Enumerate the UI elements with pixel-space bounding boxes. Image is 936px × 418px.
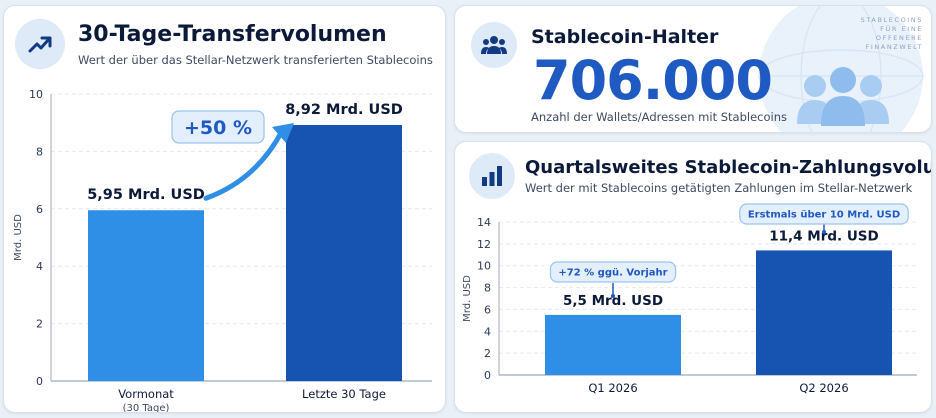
transfer-volume-title: 30-Tage-Transfervolumen — [78, 22, 387, 47]
bar — [756, 250, 892, 375]
x-tick-label: Q1 2026 — [588, 381, 637, 395]
tagline: STABLECOINS FÜR EINE OFFENERE FINANZWELT — [833, 16, 923, 52]
y-tick-label: 0 — [484, 369, 491, 382]
x-tick-sublabel: (30 Tage) — [123, 403, 170, 413]
y-axis-label: Mrd. USD — [13, 214, 24, 261]
y-tick-label: 14 — [477, 216, 491, 229]
y-tick-label: 12 — [477, 238, 491, 251]
tagline-line: OFFENERE — [875, 34, 923, 42]
quarterly-volume-card: Quartalsweites Stablecoin-Zahlungsvolume… — [454, 141, 932, 413]
holders-card: Stablecoin-Halter 706.000 Anzahl der Wal… — [454, 5, 932, 133]
bar — [545, 314, 681, 375]
data-label: 11,4 Mrd. USD — [769, 228, 878, 244]
data-label: 5,95 Mrd. USD — [87, 187, 205, 203]
y-tick-label: 0 — [36, 375, 43, 388]
bar — [88, 210, 204, 381]
growth-callout — [171, 110, 265, 144]
transfer-volume-subtitle: Wert der über das Stellar-Netzwerk trans… — [78, 53, 433, 67]
x-tick-label: Q2 2026 — [799, 381, 848, 395]
y-tick-label: 6 — [36, 203, 43, 216]
tagline-line: STABLECOINS — [860, 16, 923, 24]
y-tick-label: 2 — [36, 318, 43, 331]
quarterly-volume-chart: 0 2 4 6 8 10 12 14 Mrd. USD 5,5 Mrd. USD Q1 2026 11… — [462, 203, 917, 395]
trending-up-icon — [15, 19, 65, 69]
holders-value: 706.000 — [533, 49, 773, 112]
growth-arrow — [203, 128, 285, 201]
data-label: 8,92 Mrd. USD — [285, 102, 403, 118]
growth-arrow-head — [272, 122, 294, 143]
y-tick-label: 10 — [477, 260, 491, 273]
y-tick-label: 2 — [484, 347, 491, 360]
y-axis-label: Mrd. USD — [462, 275, 473, 322]
y-tick-label: 8 — [36, 145, 43, 158]
quarterly-volume-title: Quartalsweites Stablecoin-Zahlungsvolume… — [525, 157, 931, 178]
y-tick-label: 6 — [484, 303, 491, 316]
yoy-callout-text: +72 % ggü. Vorjahr — [558, 268, 667, 279]
milestone-callout — [739, 203, 909, 225]
growth-callout-text: +50 % — [184, 117, 252, 139]
transfer-volume-chart: 0 2 4 6 8 10 Mrd. USD 5,95 Mrd. USD Vormonat (30 … — [13, 88, 432, 413]
x-tick-label: Vormonat — [118, 387, 174, 401]
tagline-line: FÜR EINE — [880, 25, 923, 33]
y-tick-label: 4 — [484, 325, 491, 338]
milestone-callout-text: Erstmals über 10 Mrd. USD — [748, 210, 900, 221]
transfer-volume-card: 30-Tage-Transfervolumen Wert der über da… — [3, 5, 446, 413]
holders-title: Stablecoin-Halter — [531, 26, 719, 48]
y-tick-label: 4 — [36, 260, 43, 273]
tagline-line: FINANZWELT — [865, 43, 923, 51]
x-tick-label: Letzte 30 Tage — [302, 387, 386, 401]
users-icon — [471, 22, 517, 68]
quarterly-volume-subtitle: Wert der mit Stablecoins getätigten Zahl… — [525, 181, 913, 195]
callout-pointer-dot — [822, 230, 826, 234]
bar-chart-icon — [469, 153, 515, 199]
holders-caption: Anzahl der Wallets/Adressen mit Stableco… — [531, 110, 787, 124]
yoy-callout — [549, 261, 677, 283]
data-label: 5,5 Mrd. USD — [563, 293, 663, 309]
y-tick-label: 10 — [29, 88, 43, 101]
bar — [286, 124, 402, 381]
callout-pointer-dot — [611, 294, 615, 298]
people-globe-icon — [797, 67, 889, 126]
y-tick-label: 8 — [484, 282, 491, 295]
